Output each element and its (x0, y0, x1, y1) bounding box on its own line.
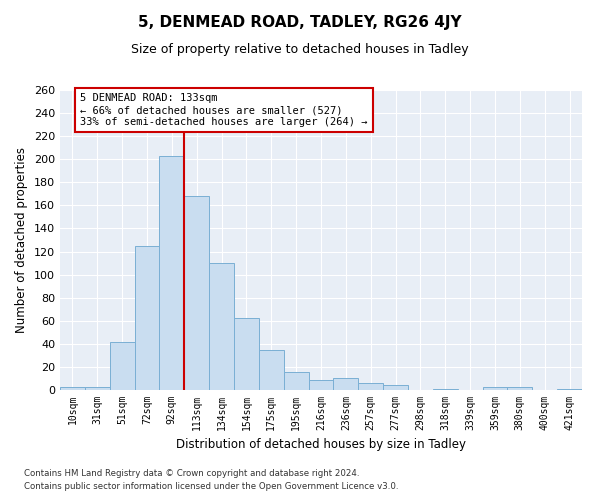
X-axis label: Distribution of detached houses by size in Tadley: Distribution of detached houses by size … (176, 438, 466, 452)
Bar (234, 318, 259, 390)
Bar (284, 372, 308, 390)
Text: Contains public sector information licensed under the Open Government Licence v3: Contains public sector information licen… (24, 482, 398, 491)
Bar (383, 386, 408, 390)
Bar (259, 350, 284, 390)
Y-axis label: Number of detached properties: Number of detached properties (16, 147, 28, 333)
Bar (308, 380, 334, 390)
Bar (482, 386, 508, 390)
Text: 5 DENMEAD ROAD: 133sqm
← 66% of detached houses are smaller (527)
33% of semi-de: 5 DENMEAD ROAD: 133sqm ← 66% of detached… (80, 94, 367, 126)
Text: 5, DENMEAD ROAD, TADLEY, RG26 4JY: 5, DENMEAD ROAD, TADLEY, RG26 4JY (138, 15, 462, 30)
Bar (110, 342, 134, 390)
Bar (184, 196, 209, 390)
Text: Size of property relative to detached houses in Tadley: Size of property relative to detached ho… (131, 42, 469, 56)
Bar (60, 386, 85, 390)
Bar (209, 263, 234, 390)
Bar (85, 386, 110, 390)
Bar (557, 389, 582, 390)
Bar (334, 378, 358, 390)
Bar (358, 383, 383, 390)
Bar (508, 386, 532, 390)
Bar (160, 156, 184, 390)
Bar (433, 389, 458, 390)
Text: Contains HM Land Registry data © Crown copyright and database right 2024.: Contains HM Land Registry data © Crown c… (24, 468, 359, 477)
Bar (134, 246, 160, 390)
